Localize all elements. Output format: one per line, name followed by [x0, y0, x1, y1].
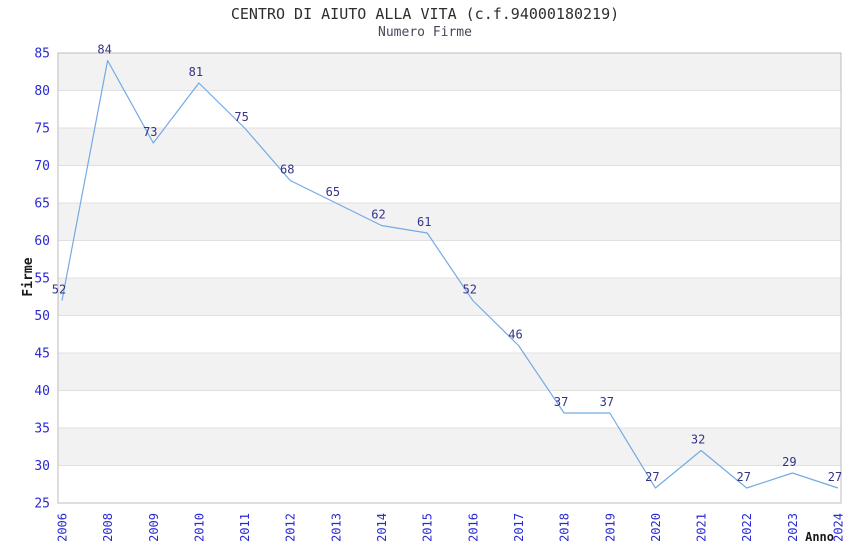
data-point-label: 52 — [52, 283, 66, 297]
data-point-label: 37 — [600, 395, 614, 409]
y-tick-label: 70 — [34, 159, 50, 174]
data-point-label: 27 — [828, 470, 842, 484]
x-tick-label: 2015 — [421, 513, 435, 542]
y-tick-label: 85 — [34, 47, 50, 62]
data-point-label: 52 — [463, 283, 477, 297]
x-tick-label: 2019 — [603, 513, 617, 542]
x-tick-label: 2012 — [284, 513, 298, 542]
x-tick-label: 2023 — [786, 513, 800, 542]
y-tick-label: 30 — [34, 459, 50, 474]
x-tick-label: 2009 — [147, 513, 161, 542]
y-tick-label: 25 — [34, 497, 50, 512]
x-tick-label: 2016 — [466, 513, 480, 542]
data-point-label: 81 — [189, 65, 203, 79]
x-tick-label: 2024 — [832, 513, 846, 542]
data-point-label: 27 — [645, 470, 659, 484]
y-tick-label: 60 — [34, 234, 50, 249]
x-tick-label: 2017 — [512, 513, 526, 542]
y-tick-label: 40 — [34, 384, 50, 399]
y-tick-label: 55 — [34, 272, 50, 287]
y-tick-label: 65 — [34, 197, 50, 212]
y-axis-title: Firme — [21, 257, 36, 296]
x-tick-label: 2018 — [558, 513, 572, 542]
plot-band — [58, 278, 841, 316]
x-tick-label: 2022 — [740, 513, 754, 542]
data-point-label: 27 — [736, 470, 750, 484]
data-point-label: 65 — [326, 185, 340, 199]
data-point-label: 32 — [691, 433, 705, 447]
plot-band — [58, 128, 841, 166]
plot-band — [58, 203, 841, 241]
data-point-label: 84 — [97, 43, 111, 57]
plot-band — [58, 428, 841, 466]
y-tick-label: 75 — [34, 122, 50, 137]
data-point-label: 29 — [782, 455, 796, 469]
x-tick-label: 2008 — [101, 513, 115, 542]
x-tick-label: 2011 — [238, 513, 252, 542]
x-tick-label: 2013 — [329, 513, 343, 542]
chart-title: CENTRO DI AIUTO ALLA VITA (c.f.940001802… — [230, 5, 620, 23]
plot-band — [58, 353, 841, 391]
data-point-label: 61 — [417, 215, 431, 229]
data-point-label: 62 — [371, 208, 385, 222]
data-point-label: 46 — [508, 328, 522, 342]
x-axis-title: Anno — [805, 530, 834, 544]
x-tick-label: 2010 — [192, 513, 206, 542]
x-tick-label: 2021 — [695, 513, 709, 542]
x-tick-label: 2014 — [375, 513, 389, 542]
plot-band — [58, 53, 841, 91]
data-point-label: 75 — [234, 110, 248, 124]
data-point-label: 73 — [143, 125, 157, 139]
chart-subtitle: Numero Firme — [378, 25, 472, 40]
y-tick-label: 45 — [34, 347, 50, 362]
data-point-label: 68 — [280, 163, 294, 177]
y-tick-label: 35 — [34, 422, 50, 437]
data-point-label: 37 — [554, 395, 568, 409]
y-tick-label: 50 — [34, 309, 50, 324]
x-tick-label: 2006 — [56, 513, 70, 542]
y-tick-label: 80 — [34, 84, 50, 99]
data-line — [61, 59, 839, 489]
x-tick-label: 2020 — [649, 513, 663, 542]
plot-border — [57, 52, 842, 504]
